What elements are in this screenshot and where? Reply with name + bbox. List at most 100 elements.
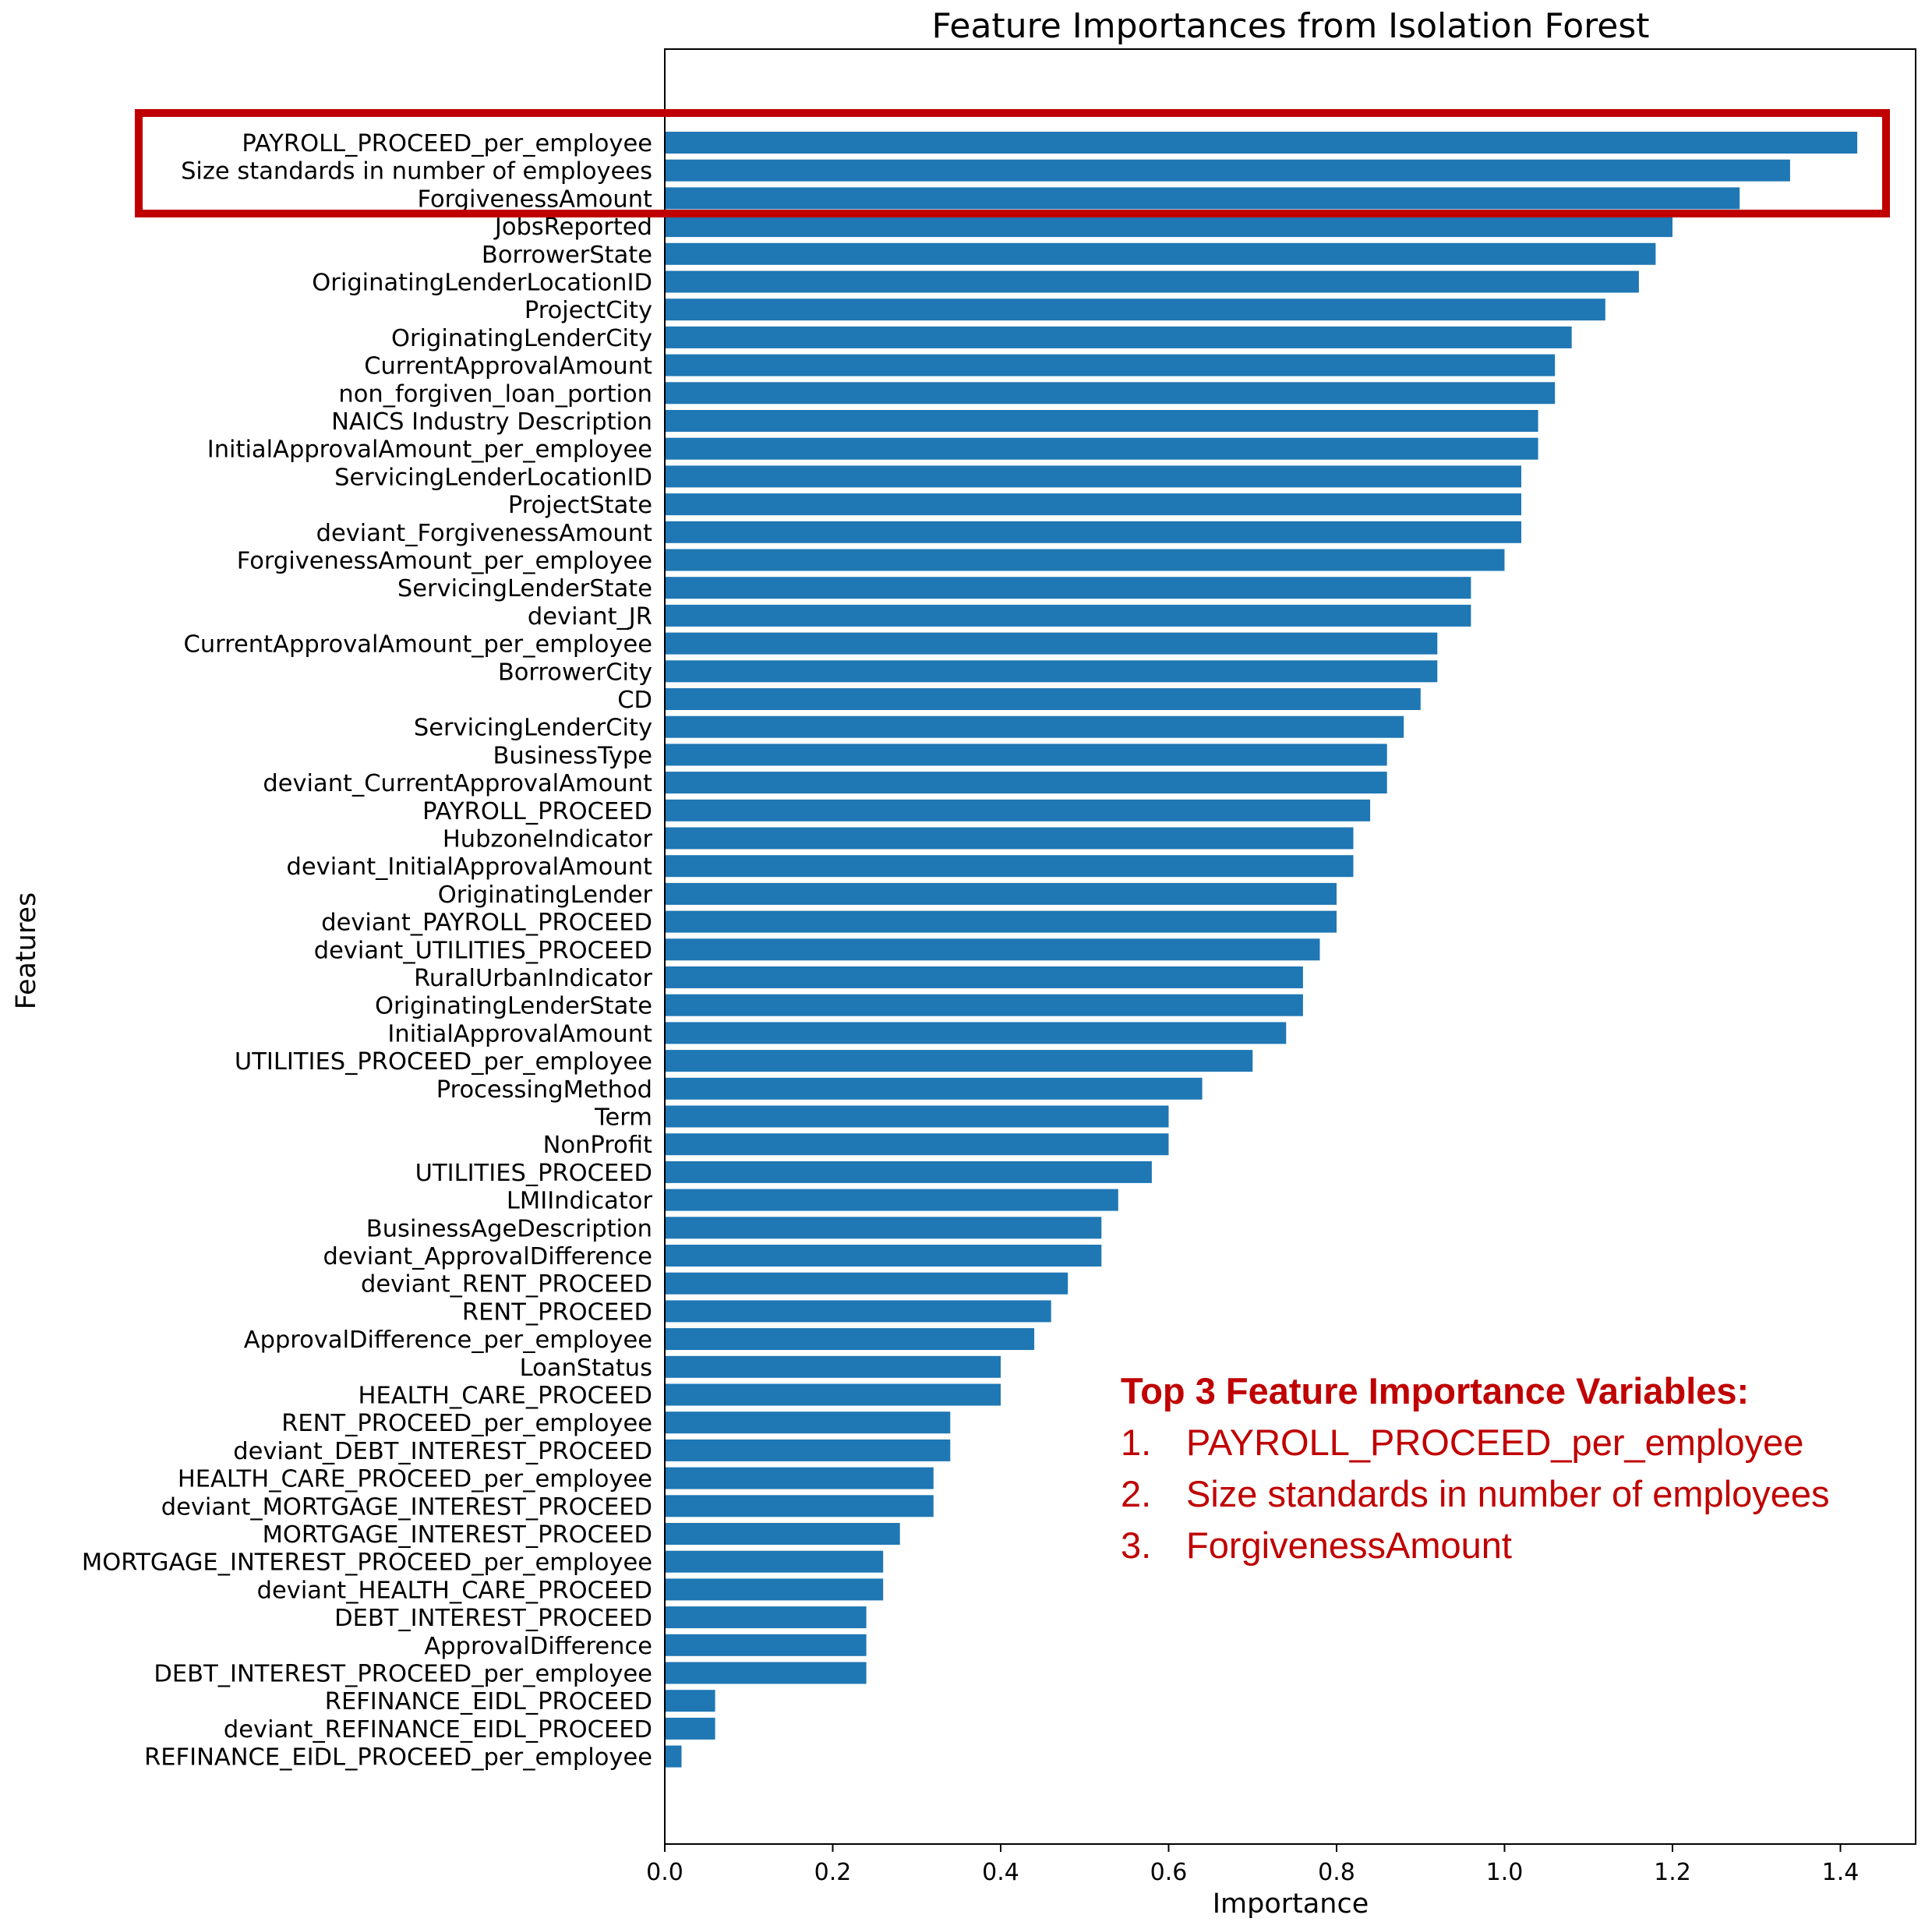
x-tick-label: 1.0 <box>1486 1859 1524 1886</box>
category-label: deviant_HEALTH_CARE_PROCEED <box>257 1577 652 1604</box>
category-label: BorrowerState <box>482 242 652 269</box>
bar <box>665 577 1471 599</box>
bar <box>665 1105 1169 1128</box>
category-label: ForgivenessAmount_per_employee <box>237 548 652 575</box>
bar <box>665 187 1740 210</box>
category-label: UTILITIES_PROCEED_per_employee <box>235 1048 652 1076</box>
category-label: ProjectState <box>508 492 652 519</box>
bar <box>665 521 1521 543</box>
category-label: deviant_RENT_PROCEED <box>361 1271 652 1298</box>
category-label: HEALTH_CARE_PROCEED <box>358 1383 652 1410</box>
x-tick-label: 0.2 <box>814 1859 852 1886</box>
bar <box>665 1272 1068 1295</box>
bar <box>665 354 1556 376</box>
bar <box>665 437 1538 460</box>
bar <box>665 938 1320 961</box>
category-label: LMIIndicator <box>507 1188 653 1215</box>
callout-item-number: 2. <box>1121 1473 1152 1514</box>
bar <box>665 1383 1001 1406</box>
bar <box>665 1411 951 1434</box>
category-label: ServicingLenderState <box>397 575 652 602</box>
bar <box>665 1606 867 1629</box>
bar <box>665 1550 884 1573</box>
x-tick-label: 0.0 <box>646 1859 683 1886</box>
category-label: DEBT_INTEREST_PROCEED_per_employee <box>154 1661 652 1688</box>
bar <box>665 1133 1169 1156</box>
bar <box>665 1578 884 1601</box>
category-label: OriginatingLenderLocationID <box>312 270 652 297</box>
top-3-callout: Top 3 Feature Importance Variables: 1. P… <box>1121 1365 1830 1571</box>
bar <box>665 382 1556 405</box>
x-tick-label: 1.4 <box>1822 1859 1860 1886</box>
x-tick-label: 0.4 <box>982 1859 1019 1886</box>
category-label: OriginatingLenderCity <box>391 325 652 352</box>
callout-item-number: 1. <box>1121 1422 1152 1463</box>
bar <box>665 994 1303 1016</box>
category-label: ApprovalDifference <box>424 1633 652 1660</box>
bar <box>665 299 1605 321</box>
category-label: deviant_DEBT_INTEREST_PROCEED <box>233 1438 652 1465</box>
category-label: CurrentApprovalAmount <box>364 353 652 380</box>
category-label: BorrowerCity <box>498 659 652 686</box>
bar <box>665 1328 1035 1351</box>
category-label: deviant_PAYROLL_PROCEED <box>321 910 652 937</box>
x-axis-label: Importance <box>1213 1888 1369 1920</box>
bar <box>665 966 1303 988</box>
bar <box>665 1077 1203 1100</box>
top-3-highlight-box <box>135 109 1890 217</box>
bar <box>665 882 1337 905</box>
category-label: JobsReported <box>493 214 652 241</box>
bar <box>665 1189 1118 1211</box>
bar <box>665 688 1421 710</box>
bar <box>665 1022 1287 1044</box>
callout-item: 1. PAYROLL_PROCEED_per_employee <box>1121 1417 1830 1468</box>
category-label: REFINANCE_EIDL_PROCEED <box>325 1688 652 1715</box>
bar <box>665 827 1354 850</box>
category-label: PAYROLL_PROCEED_per_employee <box>242 130 652 157</box>
category-label: deviant_ForgivenessAmount <box>316 520 652 547</box>
category-label: ProcessingMethod <box>436 1076 652 1104</box>
category-label: Term <box>594 1104 652 1132</box>
bar <box>665 493 1521 516</box>
bar <box>665 604 1471 627</box>
bar <box>665 1439 951 1461</box>
category-label: non_forgiven_loan_portion <box>338 380 652 408</box>
category-label: ServicingLenderCity <box>414 715 652 742</box>
category-label: deviant_UTILITIES_PROCEED <box>314 937 652 964</box>
bar <box>665 270 1639 293</box>
bar <box>665 1161 1152 1183</box>
bar <box>665 215 1672 238</box>
category-label: LoanStatus <box>520 1355 652 1382</box>
plot-frame <box>664 48 1916 1845</box>
bar <box>665 772 1387 794</box>
category-label: BusinessAgeDescription <box>366 1215 652 1242</box>
category-label: DEBT_INTEREST_PROCEED <box>334 1605 652 1632</box>
category-label: CurrentApprovalAmount_per_employee <box>184 631 652 659</box>
bars-group <box>665 132 1858 1768</box>
x-tick-label: 1.2 <box>1654 1859 1691 1886</box>
category-label: deviant_JR <box>528 603 652 631</box>
bar <box>665 715 1404 738</box>
category-label: NAICS Industry Description <box>331 408 652 436</box>
category-label: Size standards in number of employees <box>181 158 652 185</box>
bar <box>665 660 1438 683</box>
category-label: HEALTH_CARE_PROCEED_per_employee <box>178 1466 652 1493</box>
bar <box>665 132 1858 154</box>
category-label: RENT_PROCEED <box>462 1298 652 1326</box>
bar <box>665 1245 1102 1267</box>
category-label: InitialApprovalAmount_per_employee <box>207 436 652 464</box>
bar <box>665 1717 715 1740</box>
x-tick-label: 0.8 <box>1318 1859 1355 1886</box>
bar <box>665 326 1572 348</box>
category-label: BusinessType <box>493 742 652 769</box>
bar <box>665 1662 867 1684</box>
category-label: CD <box>617 687 652 714</box>
callout-item: 2. Size standards in number of employees <box>1121 1468 1830 1520</box>
category-label: deviant_MORTGAGE_INTEREST_PROCEED <box>161 1493 652 1521</box>
category-label: HubzoneIndicator <box>443 826 653 853</box>
bar <box>665 549 1505 571</box>
bar <box>665 799 1371 821</box>
bar <box>665 242 1656 265</box>
bar <box>665 1050 1253 1072</box>
